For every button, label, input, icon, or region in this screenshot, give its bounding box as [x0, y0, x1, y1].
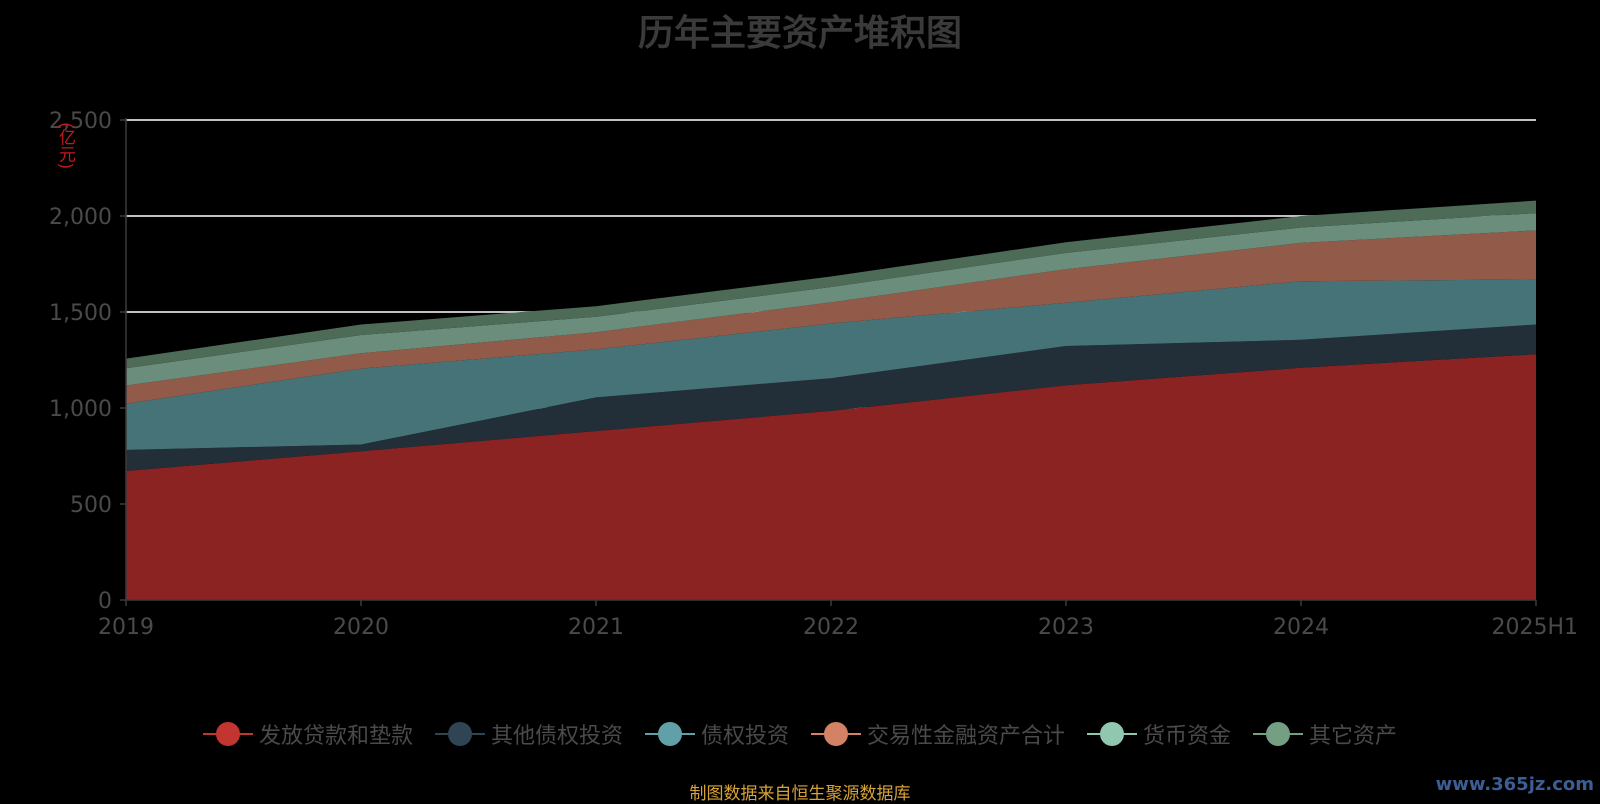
y-axis-unit-label: (亿元)	[55, 122, 75, 170]
legend-marker-icon	[644, 722, 695, 746]
legend-label: 交易性金融资产合计	[867, 724, 1066, 749]
series-area-2[interactable]	[126, 279, 1536, 450]
legend-item-1[interactable]: 其他债权投资	[434, 718, 623, 750]
legend-item-4[interactable]: 货币资金	[1087, 718, 1231, 750]
y-tick-label-0: 0	[98, 589, 112, 614]
y-tick-label-2: 1,000	[49, 397, 112, 422]
chart-title: 历年主要资产堆积图	[637, 13, 962, 54]
x-axis-ticks: 2019 2020 2021 2022 2023 2024 2025H1	[98, 600, 1578, 640]
x-tick-label-1: 2020	[333, 615, 389, 640]
legend-item-0[interactable]: 发放贷款和垫款	[202, 718, 413, 750]
y-tick-label-3: 1,500	[49, 301, 112, 326]
series-area-4[interactable]	[126, 213, 1536, 386]
series-area-3[interactable]	[126, 230, 1536, 404]
legend-item-2[interactable]: 债权投资	[644, 718, 789, 750]
x-tick-label-6: 2025H1	[1491, 615, 1578, 640]
y-tick-label-5: 2,500	[49, 109, 112, 134]
legend-marker-icon	[811, 722, 861, 746]
legend-label: 债权投资	[700, 724, 789, 749]
legend-label: 货币资金	[1143, 724, 1232, 749]
legend-marker-icon	[202, 722, 253, 746]
legend-label: 其他债权投资	[490, 724, 623, 749]
legend-label: 发放贷款和垫款	[258, 724, 413, 749]
legend-label: 其它资产	[1309, 724, 1398, 749]
x-tick-label-5: 2024	[1273, 615, 1329, 640]
source-note: 制图数据来自恒生聚源数据库	[689, 784, 911, 804]
series-area-5[interactable]	[126, 200, 1536, 369]
y-axis-ticks: 0 500 1,000 1,500 2,000 2,500	[49, 109, 126, 614]
x-tick-label-0: 2019	[98, 615, 154, 640]
watermark[interactable]: www.365jz.com	[1435, 774, 1594, 795]
series-area-1[interactable]	[126, 324, 1536, 472]
series-area-0[interactable]	[126, 354, 1536, 600]
x-tick-label-4: 2023	[1038, 615, 1094, 640]
series-areas	[126, 200, 1536, 600]
legend-marker-icon	[1253, 722, 1304, 746]
legend-item-5[interactable]: 其它资产	[1253, 718, 1397, 750]
chart-legend: 发放贷款和垫款 其他债权投资 债权投资 交易性金融资产合计 货币资金 其它资产	[0, 716, 1600, 752]
legend-item-3[interactable]: 交易性金融资产合计	[811, 718, 1065, 750]
x-tick-label-2: 2021	[568, 615, 624, 640]
y-tick-label-1: 500	[70, 493, 112, 518]
y-tick-label-4: 2,000	[49, 205, 112, 230]
x-tick-label-3: 2022	[803, 615, 859, 640]
legend-marker-icon	[434, 722, 485, 746]
legend-marker-icon	[1087, 722, 1138, 746]
